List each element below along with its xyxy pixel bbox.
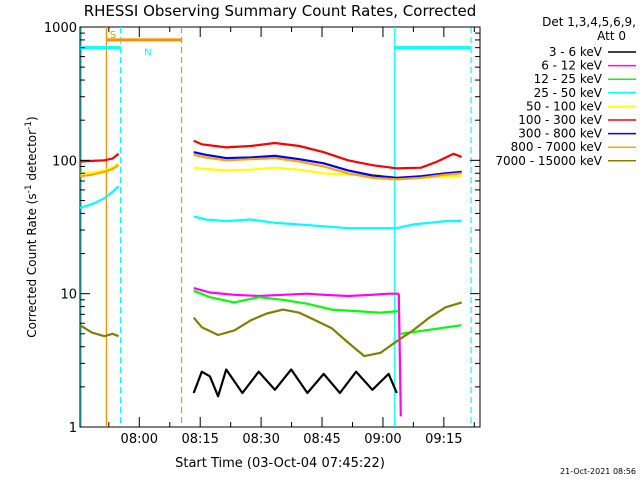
y-tick-label: 100	[52, 154, 77, 169]
legend-label: 800 - 7000 keV	[511, 140, 603, 154]
legend-label: 100 - 300 keV	[518, 113, 602, 127]
flag-label-n: N	[144, 48, 151, 59]
y-axis-label-end: )	[25, 116, 39, 121]
y-axis-label-main: Corrected Count Rate (s	[25, 193, 39, 337]
x-axis: 08:00 08:15 08:30 08:45 09:00 09:15	[108, 27, 475, 447]
legend-label: 25 - 50 keV	[534, 86, 603, 100]
series-line-25-50-kev	[79, 185, 120, 209]
legend-label: 3 - 6 keV	[549, 45, 603, 59]
y-tick-label: 10	[60, 288, 77, 303]
series-line-300-800-kev	[193, 151, 462, 179]
y-axis: 1 10 100 1000	[44, 21, 480, 436]
x-tick-label: 08:45	[303, 432, 340, 447]
y-axis-label-sup1: -1	[24, 184, 34, 193]
legend-header-attenuator: Att 0	[597, 29, 626, 43]
y-axis-label-mid: detector	[25, 130, 39, 185]
x-axis-label: Start Time (03-Oct-04 07:45:22)	[175, 456, 385, 471]
legend-label: 6 - 12 keV	[541, 59, 603, 73]
x-tick-label: 08:30	[242, 432, 279, 447]
legend-label: 50 - 100 keV	[526, 99, 603, 113]
x-tick-label: 09:15	[425, 432, 462, 447]
chart-title: RHESSI Observing Summary Count Rates, Co…	[84, 2, 477, 20]
series-line-3-6-kev	[192, 368, 398, 398]
x-tick-label: 08:00	[121, 432, 158, 447]
series-line-50-100-kev	[79, 162, 120, 175]
series-line-12-25-kev	[193, 289, 399, 314]
series-layer	[79, 139, 463, 417]
legend-label: 300 - 800 keV	[518, 127, 602, 141]
y-axis-label-sup2: -1	[24, 121, 34, 130]
series-line-7000-15000-kev	[192, 301, 463, 358]
flags-layer: SN	[80, 27, 472, 427]
x-tick-label: 09:00	[364, 432, 401, 447]
legend-label: 7000 - 15000 keV	[495, 154, 602, 168]
plot-frame	[79, 26, 481, 428]
plot-area	[79, 26, 481, 428]
series-line-100-300-kev	[193, 139, 463, 170]
series-line-100-300-kev	[79, 152, 120, 163]
x-tick-label: 08:15	[181, 432, 218, 447]
flag-label-s: S	[110, 30, 116, 41]
series-line-25-50-kev	[193, 215, 462, 230]
legend-header-detectors: Det 1,3,4,5,6,9,	[542, 15, 636, 29]
series-line-6-12-kev	[193, 287, 399, 298]
legend-label: 12 - 25 keV	[534, 72, 603, 86]
series-line-800-7000-kev	[79, 164, 120, 178]
y-tick-label: 1000	[44, 21, 77, 36]
series-line-6-12-kev	[397, 293, 402, 417]
series-line-800-7000-kev	[193, 153, 462, 181]
footer-timestamp: 21-Oct-2021 08:56	[560, 467, 636, 476]
series-line-7000-15000-kev	[79, 324, 120, 338]
y-axis-label: Corrected Count Rate (s-1 detector-1)	[24, 116, 39, 337]
y-tick-label: 1	[69, 421, 77, 436]
